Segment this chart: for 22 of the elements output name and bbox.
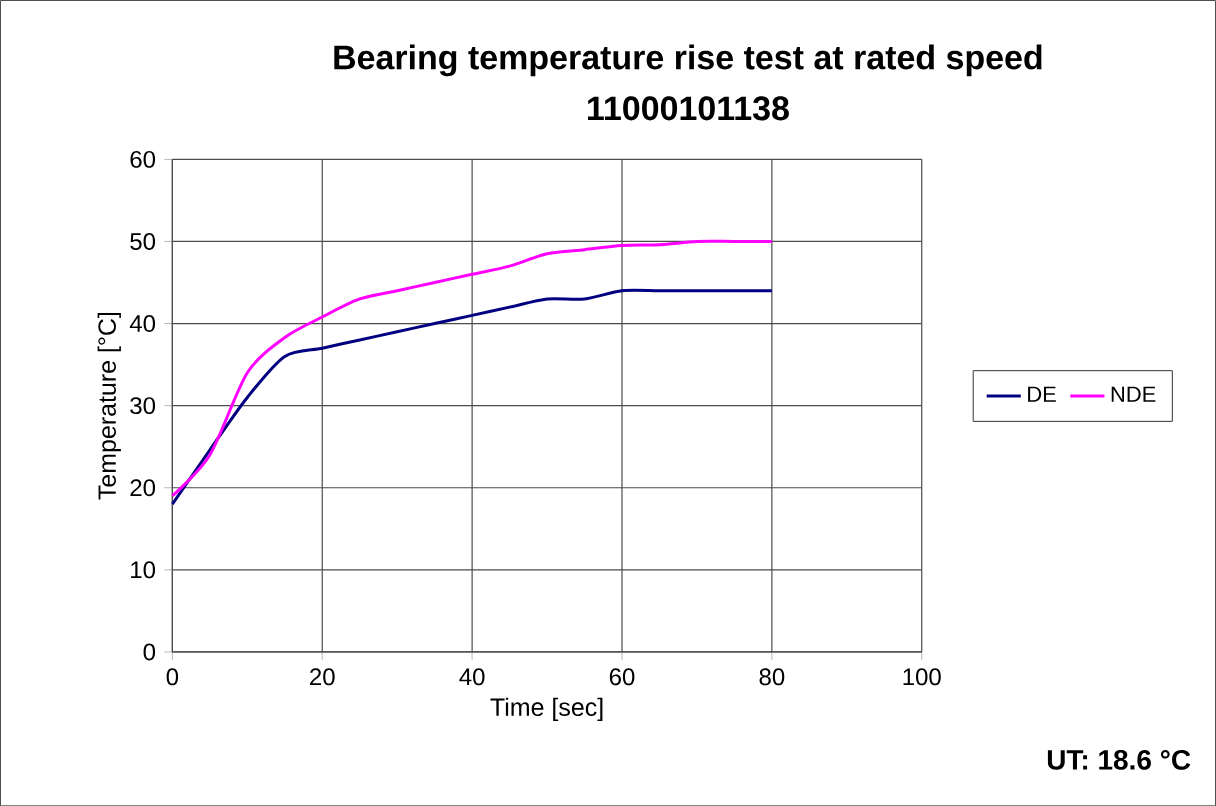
line-series (170, 239, 774, 498)
x-tick-label: 80 (759, 668, 785, 686)
y-tick-label: 40 (129, 314, 156, 332)
y-tick-label: 50 (130, 232, 156, 250)
line-series (170, 288, 774, 506)
x-tick-label: 100 (903, 668, 941, 686)
x-tick-label: 40 (459, 668, 485, 686)
chart-subtitle: 11000101138 (588, 96, 789, 121)
legend-label: DE (1028, 386, 1056, 402)
text: UT: 18.6 °C (1047, 749, 1191, 770)
y-tick-label: 60 (130, 150, 156, 168)
chart-title: Bearing temperature rise test at rated speed (334, 44, 1042, 77)
y-tick-label: 0 (143, 643, 156, 661)
y-axis-title: Temperature [°C] (97, 312, 121, 500)
legend-label: NDE (1111, 386, 1156, 402)
x-tick-label: 0 (166, 668, 179, 686)
x-tick-label: 20 (310, 668, 335, 686)
y-tick-label: 20 (130, 479, 156, 497)
y-tick-label: 30 (130, 397, 156, 414)
x-tick-label: 60 (609, 668, 635, 686)
y-tick-label: 10 (131, 561, 156, 579)
x-axis-title: Time [sec] (490, 697, 603, 721)
